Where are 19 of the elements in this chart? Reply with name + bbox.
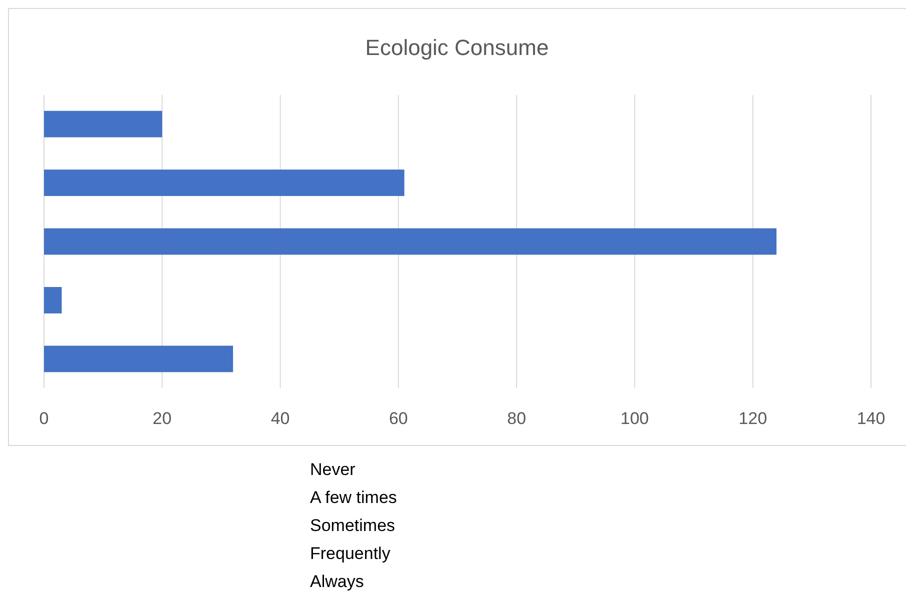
- bar: [44, 228, 776, 255]
- x-tick-label: 140: [856, 409, 886, 428]
- bar: [44, 170, 404, 196]
- text: Frequently: [310, 544, 391, 563]
- chart-title: Ecologic Consume: [365, 35, 549, 60]
- text: Never: [310, 460, 356, 479]
- x-tick-label: 40: [270, 409, 290, 428]
- x-tick-label: 20: [152, 409, 172, 428]
- x-tick-label: 120: [738, 409, 768, 428]
- bar: [44, 110, 162, 138]
- text: Sometimes: [310, 516, 396, 535]
- text: Always: [310, 572, 364, 591]
- bar: [44, 287, 62, 314]
- x-tick-label: 60: [388, 409, 408, 428]
- x-tick-label: 100: [620, 409, 649, 428]
- text: A few times: [310, 488, 397, 507]
- x-tick-label: 0: [39, 409, 49, 428]
- x-tick-label: 80: [507, 409, 526, 428]
- bar: [44, 346, 234, 372]
